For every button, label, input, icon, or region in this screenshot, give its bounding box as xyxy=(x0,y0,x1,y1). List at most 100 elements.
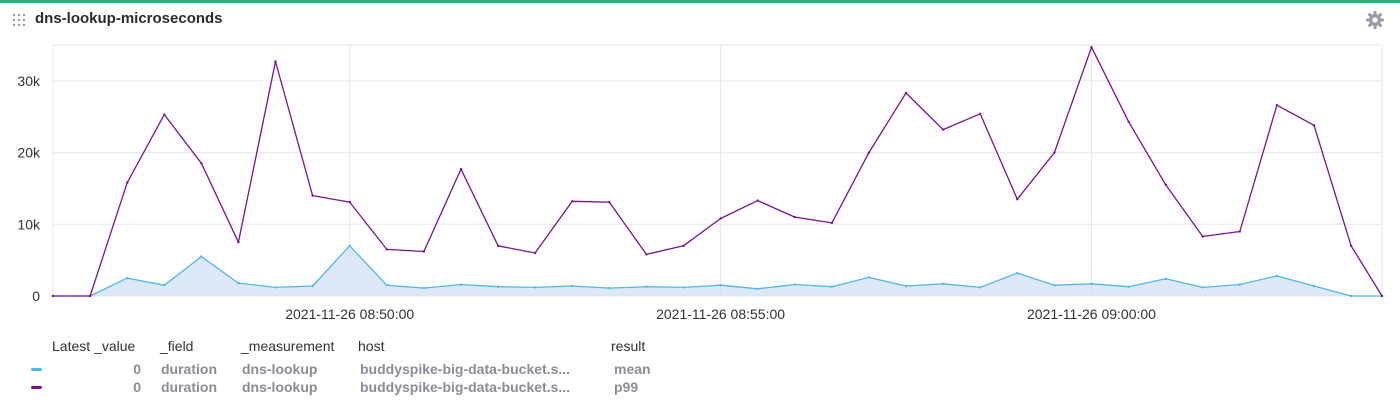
data-point-p99 xyxy=(979,112,982,116)
legend-header-field: _field xyxy=(160,338,194,354)
data-point-p99 xyxy=(1312,124,1316,127)
data-point-mean xyxy=(941,282,945,285)
drag-handle-icon[interactable] xyxy=(12,13,26,27)
data-point-mean xyxy=(200,255,203,258)
legend-host: buddyspike-big-data-bucket.s... xyxy=(360,361,571,377)
data-point-p99 xyxy=(1127,120,1130,123)
data-point-mean xyxy=(904,284,908,288)
data-point-mean xyxy=(237,281,240,285)
data-point-p99 xyxy=(200,162,203,165)
data-point-p99 xyxy=(793,215,796,219)
data-point-p99 xyxy=(237,241,240,244)
y-tick-label: 20k xyxy=(17,145,41,161)
data-point-mean xyxy=(719,284,722,287)
gear-icon[interactable] xyxy=(1365,10,1385,30)
panel-header: dns-lookup-microseconds xyxy=(0,3,1400,39)
y-tick-label: 30k xyxy=(17,73,41,89)
data-point-mean xyxy=(1016,271,1019,275)
data-point-mean xyxy=(979,286,982,289)
legend-host: buddyspike-big-data-bucket.s... xyxy=(360,379,571,395)
data-point-p99 xyxy=(1201,235,1204,238)
data-point-p99 xyxy=(1238,230,1242,233)
data-point-mean xyxy=(422,286,426,290)
data-point-mean xyxy=(1275,274,1279,278)
data-point-p99 xyxy=(1275,104,1279,107)
y-tick-label: 0 xyxy=(32,288,40,304)
data-point-mean xyxy=(571,284,574,288)
panel-title: dns-lookup-microseconds xyxy=(35,10,223,27)
y-tick-label: 10k xyxy=(17,216,41,232)
data-point-mean xyxy=(608,286,611,290)
data-point-mean xyxy=(459,283,463,286)
data-point-p99 xyxy=(311,194,314,197)
series-area-mean xyxy=(53,245,1382,296)
data-point-mean xyxy=(274,286,277,289)
legend-measurement: dns-lookup xyxy=(242,379,318,395)
legend-field: duration xyxy=(161,361,217,377)
data-point-p99 xyxy=(608,200,611,204)
legend-header-result: result xyxy=(611,338,646,354)
legend-table: Latest _value _field _measurement host r… xyxy=(0,333,1400,413)
data-point-p99 xyxy=(571,200,574,203)
legend-header-latest: Latest _value xyxy=(52,338,136,354)
x-tick-label: 2021-11-26 08:50:00 xyxy=(285,306,414,322)
data-point-p99 xyxy=(719,217,722,220)
plot-frame xyxy=(52,44,1383,297)
legend-measurement: dns-lookup xyxy=(242,361,318,377)
data-point-p99 xyxy=(1090,46,1093,49)
data-point-mean xyxy=(126,276,129,280)
data-point-p99 xyxy=(1164,183,1167,186)
data-point-mean xyxy=(682,286,685,289)
data-point-p99 xyxy=(1053,151,1056,154)
data-point-mean xyxy=(1349,294,1353,298)
data-point-p99 xyxy=(88,294,92,298)
data-point-p99 xyxy=(422,250,426,253)
data-point-mean xyxy=(1312,284,1316,288)
data-point-mean xyxy=(533,286,537,289)
legend-result: p99 xyxy=(614,379,639,395)
line-chart[interactable]: 0 10k 20k 30k 2021-11-26 08:50:00 2021-11-26 … xyxy=(0,3,1400,333)
legend-swatch xyxy=(31,386,42,389)
data-point-p99 xyxy=(1380,294,1384,298)
data-point-mean xyxy=(867,276,871,279)
data-point-p99 xyxy=(533,251,537,255)
data-point-mean xyxy=(1164,277,1167,280)
data-point-p99 xyxy=(126,181,129,184)
data-point-mean xyxy=(348,244,351,247)
data-point-mean xyxy=(1127,285,1130,288)
data-point-mean xyxy=(163,284,166,287)
data-point-p99 xyxy=(348,200,351,204)
data-point-p99 xyxy=(941,128,945,131)
legend-header-measurement: _measurement xyxy=(241,338,335,354)
data-point-p99 xyxy=(756,199,759,202)
data-point-mean xyxy=(1201,286,1204,289)
data-point-mean xyxy=(1238,283,1242,286)
legend-result: mean xyxy=(614,361,651,377)
data-point-p99 xyxy=(830,221,834,225)
x-tick-label: 2021-11-26 08:55:00 xyxy=(656,306,785,322)
data-point-mean xyxy=(1090,282,1093,285)
data-point-mean xyxy=(756,287,759,290)
data-point-mean xyxy=(830,285,834,288)
data-point-p99 xyxy=(274,60,277,63)
legend-latest-value: 0 xyxy=(133,361,141,377)
data-point-p99 xyxy=(645,253,648,256)
x-tick-label: 2021-11-26 09:00:00 xyxy=(1027,306,1156,322)
data-point-p99 xyxy=(1016,198,1019,201)
data-point-p99 xyxy=(682,244,685,247)
legend-header-host: host xyxy=(358,338,385,354)
data-point-mean xyxy=(793,283,796,286)
data-point-p99 xyxy=(163,113,166,116)
data-point-mean xyxy=(385,284,388,287)
data-point-p99 xyxy=(904,91,908,95)
data-point-mean xyxy=(496,285,500,288)
data-point-mean xyxy=(311,284,314,288)
data-point-mean xyxy=(1053,284,1056,287)
legend-field: duration xyxy=(161,379,217,395)
data-point-p99 xyxy=(459,167,463,171)
legend-latest-value: 0 xyxy=(133,379,141,395)
data-point-p99 xyxy=(867,151,871,154)
data-point-p99 xyxy=(51,294,55,298)
legend-swatch xyxy=(31,368,42,371)
